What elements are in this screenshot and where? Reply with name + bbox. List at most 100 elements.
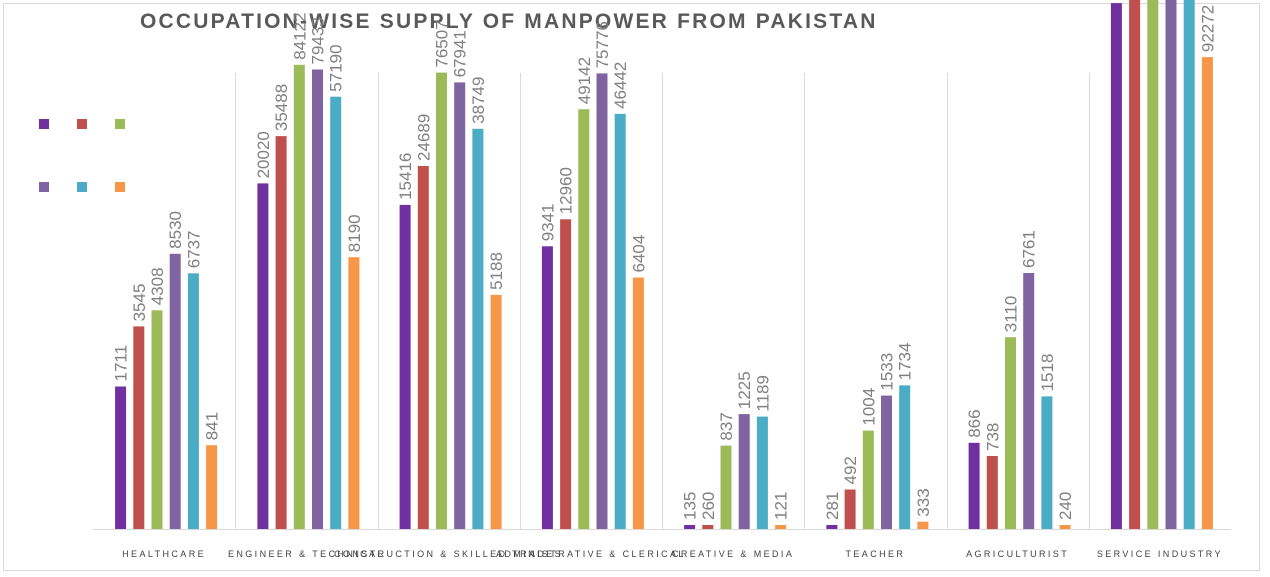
data-label: 1004 xyxy=(859,388,878,426)
data-label: 6761 xyxy=(1020,230,1039,268)
data-label: 67941 xyxy=(451,30,470,77)
bar xyxy=(1183,0,1195,529)
legend-swatch-4 xyxy=(39,182,49,192)
bar xyxy=(899,385,911,529)
data-label: 281 xyxy=(823,492,842,520)
bar xyxy=(151,310,163,529)
bar xyxy=(312,69,323,529)
bar xyxy=(684,525,696,529)
data-label: 9341 xyxy=(538,203,557,241)
chart-title: OCCUPATION-WISE SUPPLY OF MANPOWER FROM … xyxy=(140,10,878,33)
data-label: 1225 xyxy=(735,371,754,409)
data-label: 76507 xyxy=(433,20,452,67)
bar xyxy=(881,395,892,529)
data-label: 1518 xyxy=(1038,354,1057,392)
data-label: 841 xyxy=(203,412,222,440)
bar xyxy=(115,386,127,529)
data-label: 12960 xyxy=(557,167,576,214)
data-label: 92272 xyxy=(1198,5,1217,52)
data-label: 738 xyxy=(983,423,1002,451)
data-label: 240 xyxy=(1056,492,1075,520)
bar xyxy=(275,136,287,529)
bar xyxy=(632,277,644,529)
data-label: 8530 xyxy=(166,211,185,249)
data-label: 121 xyxy=(772,492,791,520)
data-label: 260 xyxy=(699,492,718,520)
bar xyxy=(399,204,411,529)
data-label: 3110 xyxy=(1002,296,1021,333)
bar xyxy=(756,416,768,529)
bar xyxy=(206,445,218,529)
data-label: 49142 xyxy=(575,57,594,104)
bar xyxy=(169,253,181,530)
legend-swatch-6 xyxy=(115,182,125,192)
data-label: 333 xyxy=(914,488,933,516)
legend-swatch-3 xyxy=(115,119,125,129)
legend-swatch-2 xyxy=(77,119,87,129)
category-label: CREATIVE & MEDIA xyxy=(672,549,794,559)
data-label: 3545 xyxy=(130,284,149,322)
data-label: 6737 xyxy=(184,230,203,268)
bar xyxy=(1023,273,1035,529)
bar xyxy=(1059,525,1071,529)
bar xyxy=(330,96,342,529)
category-label: ENGINEER & TECHNICAL xyxy=(228,549,385,559)
data-label: 15416 xyxy=(396,153,415,200)
bar xyxy=(826,525,838,529)
data-label: 57190 xyxy=(327,44,346,91)
data-label: 5188 xyxy=(487,252,506,290)
bar xyxy=(187,273,199,529)
data-label: 35488 xyxy=(272,84,291,131)
bar xyxy=(578,109,590,529)
category-label: ADMINISTRATIVE & CLERICAL xyxy=(496,549,686,559)
bar xyxy=(775,525,787,529)
chart-frame xyxy=(3,3,1260,571)
legend-swatch-5 xyxy=(77,182,87,192)
data-label: 24689 xyxy=(414,114,433,161)
bar xyxy=(917,521,929,529)
bar xyxy=(257,183,269,529)
category-label: SERVICE INDUSTRY xyxy=(1097,549,1223,559)
data-label: 1734 xyxy=(896,343,915,381)
data-label: 20020 xyxy=(254,131,273,178)
bar xyxy=(1005,337,1016,529)
category-label: CONSTRUCTION & SKILLED TRADES xyxy=(334,549,563,559)
bar xyxy=(472,128,484,530)
bar xyxy=(490,294,502,529)
data-label: 1533 xyxy=(878,353,897,391)
bar xyxy=(1165,0,1177,530)
bar xyxy=(720,445,732,529)
bar xyxy=(844,489,856,529)
bar xyxy=(596,73,608,530)
bar xyxy=(1147,0,1159,529)
bar xyxy=(541,246,553,530)
bar xyxy=(1110,3,1122,530)
data-label: 4308 xyxy=(148,267,167,305)
bar xyxy=(348,257,360,529)
category-label: TEACHER xyxy=(845,549,905,559)
bar xyxy=(1129,0,1141,529)
bar xyxy=(560,219,572,530)
data-label: 135 xyxy=(681,492,700,520)
bar xyxy=(454,82,466,530)
bar xyxy=(436,72,447,529)
data-label: 8190 xyxy=(345,214,364,252)
data-label: 1189 xyxy=(753,375,772,412)
category-label: HEALTHCARE xyxy=(122,549,206,559)
bar xyxy=(968,442,980,529)
bar xyxy=(702,525,714,529)
category-label: AGRICULTURIST xyxy=(966,549,1069,559)
data-label: 46442 xyxy=(611,62,630,109)
data-label: 79433 xyxy=(309,17,328,64)
data-label: 837 xyxy=(717,412,736,440)
data-label: 1711 xyxy=(112,345,131,382)
bar xyxy=(293,64,305,530)
bar xyxy=(738,414,750,529)
bar xyxy=(614,113,626,530)
data-label: 84122 xyxy=(290,13,309,60)
bar xyxy=(1041,396,1053,529)
bar xyxy=(986,456,998,529)
data-label: 492 xyxy=(841,456,860,484)
bar xyxy=(417,166,429,529)
